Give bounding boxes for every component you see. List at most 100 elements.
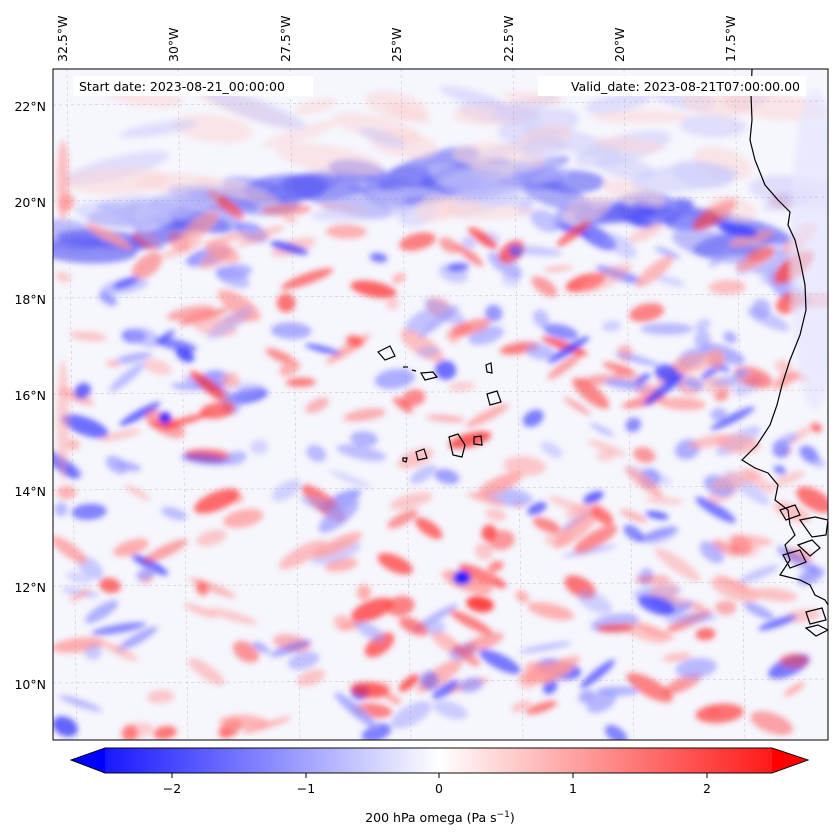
header-annotations: Start date: 2023-08-21_00:00:00 Valid_da… <box>73 76 806 96</box>
lon-label: 20°W <box>612 27 627 62</box>
omega-anomaly <box>522 409 544 428</box>
omega-anomaly <box>398 674 420 692</box>
omega-anomaly <box>654 246 681 259</box>
omega-anomaly <box>664 612 718 624</box>
omega-anomaly <box>131 252 163 280</box>
omega-anomaly <box>223 508 264 528</box>
start-date-box <box>73 76 313 96</box>
colorbar-extend-max <box>772 748 808 773</box>
omega-anomaly <box>519 641 572 653</box>
omega-anomaly <box>131 327 161 348</box>
omega-anomaly <box>797 567 825 585</box>
omega-anomaly <box>702 377 732 397</box>
omega-anomaly <box>219 714 269 730</box>
omega-anomaly <box>98 291 117 306</box>
omega-anomaly <box>707 708 720 716</box>
omega-anomaly <box>602 179 667 209</box>
omega-anomaly <box>260 203 312 216</box>
omega-anomaly <box>563 397 591 416</box>
omega-anomaly <box>112 277 139 289</box>
omega-anomaly <box>634 622 675 640</box>
omega-anomaly <box>655 274 686 287</box>
omega-anomaly <box>124 484 151 501</box>
omega-anomaly <box>783 682 805 697</box>
omega-anomaly <box>271 479 302 502</box>
omega-anomaly <box>629 303 664 323</box>
colorbar-tick-label: 0 <box>435 781 443 796</box>
omega-anomaly <box>53 536 87 564</box>
omega-anomaly <box>237 225 284 247</box>
omega-anomaly <box>710 408 728 421</box>
omega-anomaly <box>386 297 399 310</box>
omega-anomaly <box>215 264 252 281</box>
meridian-gridline <box>400 69 412 740</box>
omega-anomaly <box>425 414 466 423</box>
omega-anomaly <box>525 700 558 715</box>
gridlines <box>53 69 828 740</box>
omega-anomaly <box>479 649 521 675</box>
omega-anomaly <box>634 575 671 584</box>
omega-anomaly <box>269 241 309 255</box>
omega-anomaly <box>74 382 91 400</box>
omega-anomaly <box>374 368 415 390</box>
cape-verde-islands <box>377 345 502 463</box>
omega-anomaly <box>624 465 664 499</box>
lon-label: 27.5°W <box>278 16 293 62</box>
omega-anomaly <box>578 689 595 704</box>
omega-anomaly <box>773 501 811 523</box>
omega-anomaly <box>300 496 343 514</box>
meridian-gridline <box>177 69 189 740</box>
omega-anomaly <box>488 560 504 573</box>
omega-anomaly <box>710 469 761 490</box>
omega-anomaly <box>424 298 466 326</box>
omega-anomaly <box>225 450 247 466</box>
omega-anomaly <box>161 240 203 259</box>
omega-anomaly <box>285 377 316 387</box>
omega-anomaly <box>589 422 615 437</box>
lat-label: 14°N <box>14 484 46 499</box>
omega-anomaly <box>743 602 775 620</box>
omega-anomaly <box>562 544 617 558</box>
omega-anomaly <box>397 448 434 469</box>
omega-anomaly <box>57 140 69 220</box>
omega-anomaly <box>596 623 634 633</box>
omega-anomaly <box>451 318 491 336</box>
omega-anomaly <box>488 252 523 279</box>
omega-anomaly <box>159 412 171 424</box>
omega-anomaly <box>53 716 78 737</box>
meridian-gridline <box>512 69 524 740</box>
omega-anomaly <box>405 308 440 334</box>
omega-anomaly <box>280 268 334 290</box>
omega-anomaly <box>416 346 440 358</box>
omega-anomaly <box>57 360 69 480</box>
omega-anomaly <box>115 460 141 472</box>
omega-anomaly <box>399 617 429 636</box>
coastline <box>741 69 828 637</box>
omega-anomaly <box>142 539 188 564</box>
omega-anomaly <box>635 373 651 384</box>
omega-anomaly <box>278 539 326 570</box>
omega-anomaly <box>204 240 240 264</box>
omega-anomaly <box>453 644 480 667</box>
lon-label: 17.5°W <box>723 16 738 62</box>
omega-anomaly <box>695 627 716 641</box>
omega-anomaly <box>572 377 610 409</box>
omega-anomaly <box>336 444 387 462</box>
omega-anomaly <box>377 553 413 575</box>
omega-anomaly <box>695 496 736 523</box>
omega-anomaly <box>432 679 460 700</box>
omega-anomaly <box>604 724 628 740</box>
omega-anomaly <box>520 137 567 158</box>
omega-anomaly <box>447 262 470 272</box>
omega-anomaly <box>659 397 706 411</box>
omega-anomaly <box>437 205 534 220</box>
omega-anomaly <box>718 223 758 238</box>
omega-anomaly <box>662 652 692 662</box>
omega-anomaly <box>282 214 298 223</box>
omega-anomaly <box>540 441 563 458</box>
omega-anomaly <box>58 695 102 712</box>
omega-anomaly <box>628 223 663 243</box>
omega-anomaly <box>619 509 648 523</box>
omega-anomaly <box>252 641 270 654</box>
start-date-label: Start date: 2023-08-21_00:00:00 <box>79 79 285 94</box>
